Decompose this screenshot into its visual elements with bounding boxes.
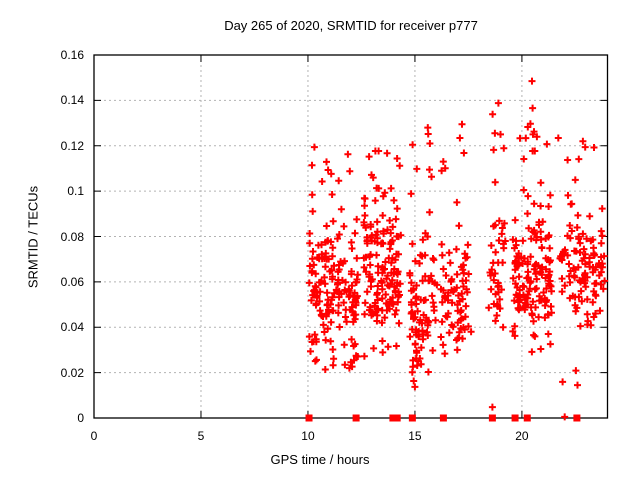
zero-flag-markers bbox=[305, 414, 581, 422]
y-tick-label: 0.08 bbox=[60, 229, 84, 244]
y-tick-label: 0.02 bbox=[60, 365, 84, 380]
y-tick-label: 0.1 bbox=[67, 184, 84, 199]
y-tick-label: 0.06 bbox=[60, 274, 84, 289]
y-tick-label: 0.14 bbox=[60, 93, 84, 108]
x-tick-label: 0 bbox=[90, 429, 98, 443]
x-tick-label: 5 bbox=[197, 429, 205, 443]
y-tick-label: 0 bbox=[77, 411, 84, 425]
y-tick-label: 0.16 bbox=[60, 48, 84, 62]
y-tick-label: 0.12 bbox=[60, 138, 84, 153]
scatter-points bbox=[305, 77, 609, 421]
y-tick-label: 0.04 bbox=[60, 320, 84, 335]
x-axis-label: GPS time / hours bbox=[270, 452, 370, 467]
grid-lines bbox=[94, 55, 608, 418]
plot-border bbox=[93, 54, 609, 419]
chart-title: Day 265 of 2020, SRMTID for receiver p77… bbox=[224, 18, 478, 33]
x-tick-label: 20 bbox=[515, 429, 529, 443]
x-tick-label: 10 bbox=[301, 429, 315, 443]
x-tick-label: 15 bbox=[408, 429, 422, 443]
